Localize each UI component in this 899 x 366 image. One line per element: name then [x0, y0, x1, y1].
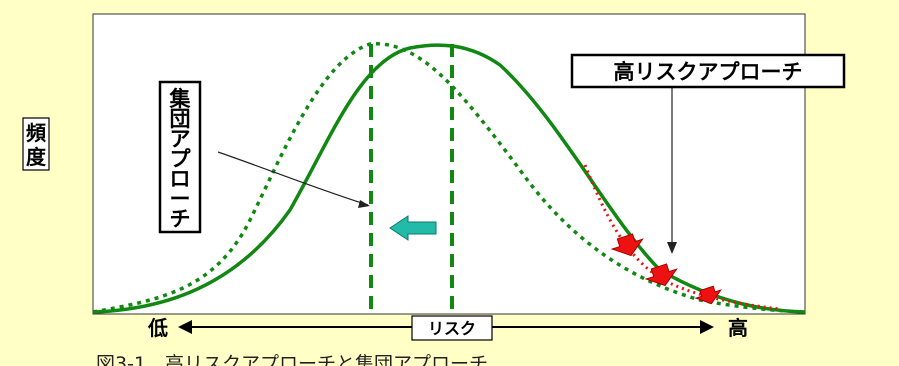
down-arrow-1 — [610, 233, 644, 257]
risk-axis-right-head — [700, 320, 714, 334]
ylabel-text: 頻度 — [26, 121, 47, 169]
axis-low-label: 低 — [147, 316, 168, 340]
ylabel-box — [22, 117, 50, 171]
population-approach-label: 集団アプローチ — [169, 87, 192, 231]
risk-axis-left-head — [178, 320, 192, 334]
shift-left-arrow — [389, 215, 437, 241]
high-risk-approach-box — [570, 53, 846, 89]
population-approach-box — [158, 80, 202, 234]
axis-high-label: 高 — [728, 316, 748, 340]
figure-caption: 図3-1 高リスクアプローチと集団アプローチ — [96, 353, 488, 366]
high-risk-approach-label: 高リスクアプローチ — [614, 60, 803, 84]
down-arrow-2 — [644, 263, 678, 287]
axis-label-text: リスク — [428, 319, 476, 338]
axis-label-box — [411, 315, 493, 341]
down-arrow-3 — [694, 285, 722, 305]
high-risk-leader-arrowhead — [667, 242, 677, 254]
population-leader-line — [217, 151, 369, 206]
population-leader-arrowhead — [358, 200, 370, 208]
